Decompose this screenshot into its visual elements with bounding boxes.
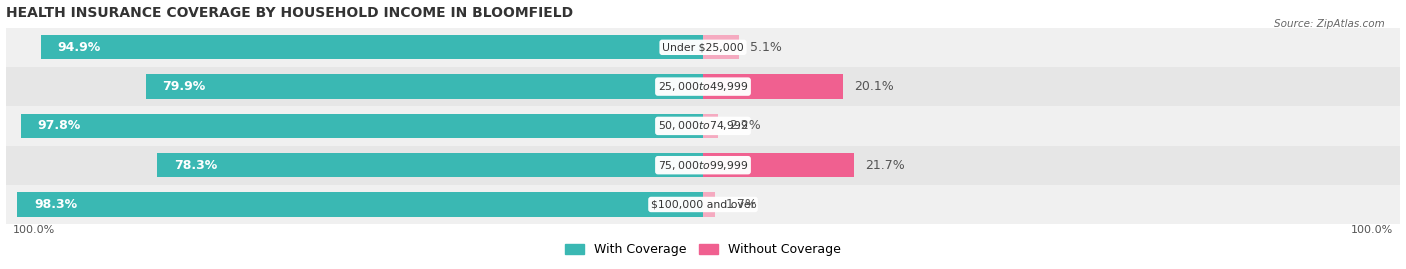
Bar [6,28,1400,67]
Text: 100.0%: 100.0% [13,225,55,235]
Text: 98.3%: 98.3% [34,198,77,211]
Bar [6,185,1400,224]
Text: 2.2%: 2.2% [730,119,761,132]
Text: $75,000 to $99,999: $75,000 to $99,999 [658,159,748,172]
Text: 79.9%: 79.9% [163,80,205,93]
Bar [6,67,1400,106]
Bar [6,106,1400,146]
Text: 5.1%: 5.1% [749,41,782,54]
Text: 20.1%: 20.1% [855,80,894,93]
Bar [703,35,738,59]
Bar [703,114,718,138]
Bar [703,153,855,177]
Text: $25,000 to $49,999: $25,000 to $49,999 [658,80,748,93]
Bar [41,35,703,59]
Text: $50,000 to $74,999: $50,000 to $74,999 [658,119,748,132]
Text: 1.7%: 1.7% [725,198,758,211]
Text: 97.8%: 97.8% [38,119,82,132]
Bar [703,192,714,217]
Text: $100,000 and over: $100,000 and over [651,200,755,210]
Bar [6,146,1400,185]
Bar [17,192,703,217]
Text: Source: ZipAtlas.com: Source: ZipAtlas.com [1274,19,1385,29]
Text: 94.9%: 94.9% [58,41,101,54]
Bar [146,75,703,99]
Bar [703,75,844,99]
Bar [21,114,703,138]
Text: 21.7%: 21.7% [866,159,905,172]
Text: Under $25,000: Under $25,000 [662,42,744,52]
Legend: With Coverage, Without Coverage: With Coverage, Without Coverage [561,238,845,261]
Bar [157,153,703,177]
Text: HEALTH INSURANCE COVERAGE BY HOUSEHOLD INCOME IN BLOOMFIELD: HEALTH INSURANCE COVERAGE BY HOUSEHOLD I… [6,6,572,20]
Text: 100.0%: 100.0% [1351,225,1393,235]
Text: 78.3%: 78.3% [173,159,217,172]
